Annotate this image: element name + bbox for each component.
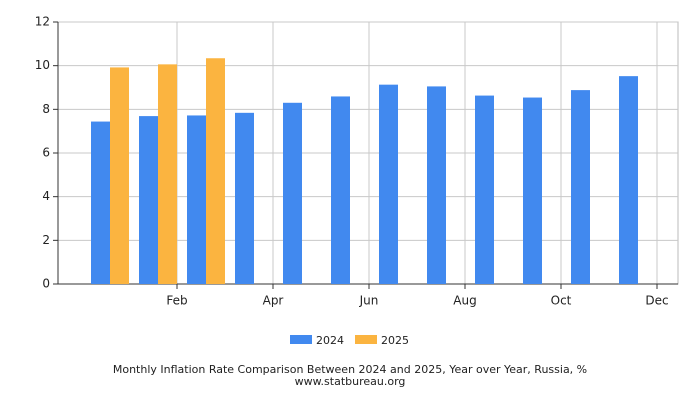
x-tick-label: Aug: [453, 294, 476, 308]
bar: [91, 121, 110, 284]
bar: [235, 112, 254, 285]
bar: [331, 96, 350, 285]
bar: [158, 64, 177, 285]
y-tick-label: 10: [35, 58, 50, 72]
legend-label: 2024: [316, 334, 344, 347]
bar: [427, 86, 446, 285]
bar: [571, 90, 590, 285]
bar: [206, 58, 225, 284]
bar: [523, 97, 542, 284]
chart-subtitle: www.statbureau.org: [295, 375, 406, 388]
y-tick-label: 2: [42, 233, 50, 247]
bar: [110, 67, 129, 284]
y-tick-label: 12: [35, 15, 50, 29]
y-tick-label: 8: [42, 102, 50, 116]
legend-swatch: [290, 335, 312, 344]
y-tick-label: 6: [42, 146, 50, 160]
bar: [379, 84, 398, 284]
x-tick-label: Dec: [645, 294, 668, 308]
bar: [139, 116, 158, 284]
bar: [619, 76, 638, 284]
bar: [283, 102, 302, 285]
x-tick-label: Jun: [359, 294, 379, 308]
legend-swatch: [355, 335, 377, 344]
x-tick-label: Oct: [551, 294, 572, 308]
chart-title: Monthly Inflation Rate Comparison Betwee…: [113, 363, 587, 376]
x-tick-label: Feb: [166, 294, 187, 308]
y-tick-label: 0: [42, 277, 50, 291]
y-tick-label: 4: [42, 189, 50, 203]
bar: [475, 95, 494, 284]
x-tick-label: Apr: [263, 294, 284, 308]
legend-label: 2025: [381, 334, 409, 347]
bar: [187, 115, 206, 285]
